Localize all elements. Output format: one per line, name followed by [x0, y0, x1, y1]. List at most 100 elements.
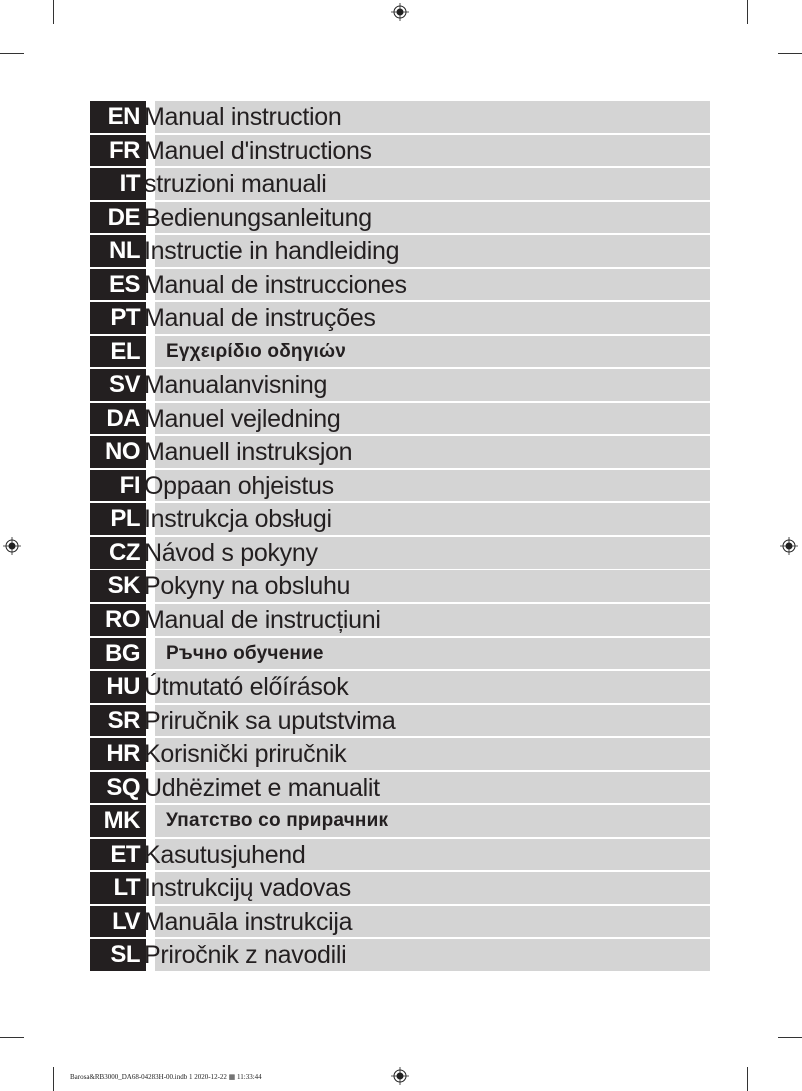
- manual-title: Kasutusjuhend: [144, 840, 306, 869]
- manual-title: Priručnik sa uputstvima: [144, 706, 396, 735]
- language-code-badge: HU: [90, 671, 146, 703]
- manual-title: Manual instruction: [144, 103, 342, 131]
- manual-title: Manual de instrucciones: [144, 270, 407, 299]
- language-code: RO: [105, 605, 141, 633]
- language-code-badge: EL: [90, 335, 146, 368]
- row-bar: [155, 738, 710, 770]
- language-code: SQ: [106, 773, 140, 801]
- row-bar: [155, 637, 710, 670]
- crop-mark: [0, 53, 24, 54]
- row-bar: [155, 905, 710, 938]
- language-code-badge: PT: [90, 302, 146, 334]
- manual-title: Manuell instruksjon: [144, 438, 353, 467]
- language-code: SK: [107, 572, 141, 600]
- language-code: MK: [103, 807, 141, 835]
- language-row-et: ET Kasutusjuhend: [90, 838, 710, 871]
- row-bar: [155, 704, 710, 737]
- language-code-badge: MK: [90, 805, 146, 837]
- language-code-badge: SQ: [90, 771, 146, 804]
- row-bar: [155, 503, 710, 535]
- manual-title: Instructie in handleiding: [144, 237, 400, 266]
- crop-mark: [0, 1037, 24, 1038]
- crop-mark: [778, 53, 802, 54]
- language-code: DA: [106, 404, 140, 432]
- language-code: SL: [110, 941, 140, 969]
- crop-mark: [53, 0, 54, 24]
- language-row-hr: HR Korisnički priručnik: [90, 738, 710, 770]
- row-bar: [155, 771, 710, 804]
- language-code: EN: [107, 103, 141, 130]
- manual-title: Instrukcja obsługi: [144, 505, 332, 534]
- manual-title: Udhëzimet e manualit: [144, 773, 380, 802]
- registration-mark-icon: [3, 537, 21, 555]
- language-code: DE: [107, 203, 141, 231]
- language-code-badge: CZ: [90, 536, 146, 569]
- language-row-it: IT struzioni manuali: [90, 168, 710, 200]
- language-code: BG: [105, 639, 141, 667]
- row-bar: [155, 536, 710, 569]
- language-code: FI: [119, 471, 141, 499]
- row-bar: [155, 939, 710, 971]
- crop-mark: [747, 0, 748, 24]
- crop-mark: [778, 1037, 802, 1038]
- registration-mark-icon: [391, 3, 409, 21]
- language-code: LV: [112, 907, 140, 935]
- registration-mark-icon: [391, 1067, 409, 1085]
- row-bar: [155, 570, 710, 603]
- language-row-hu: HU Útmutató előírások: [90, 671, 710, 703]
- row-bar: [155, 302, 710, 334]
- language-code: ET: [110, 840, 140, 868]
- language-code-badge: FR: [90, 134, 146, 167]
- language-row-mk: MK Упатство со прирачник: [90, 805, 710, 837]
- language-code: NO: [105, 438, 141, 466]
- language-code-badge: ET: [90, 838, 146, 871]
- manual-title: Návod s pokyny: [144, 538, 318, 567]
- language-code-badge: NL: [90, 235, 146, 267]
- row-bar: [155, 335, 710, 368]
- language-row-de: DE Bedienungsanleitung: [90, 201, 710, 234]
- language-row-sq: SQ Udhëzimet e manualit: [90, 771, 710, 804]
- language-row-en: EN Manual instruction: [90, 101, 710, 133]
- language-code: SV: [108, 371, 141, 399]
- manual-title: struzioni manuali: [144, 170, 327, 199]
- crop-mark: [747, 1067, 748, 1091]
- language-code: IT: [119, 170, 141, 198]
- language-row-sl: SL Priročnik z navodili: [90, 939, 710, 971]
- language-code: PL: [110, 505, 140, 533]
- language-row-ro: RO Manual de instrucțiuni: [90, 603, 710, 636]
- language-row-lv: LV Manuāla instrukcija: [90, 905, 710, 938]
- manual-title: Manuāla instrukcija: [144, 907, 353, 936]
- manual-title: Manuel d'instructions: [144, 136, 372, 165]
- language-row-da: DA Manuel vejledning: [90, 402, 710, 435]
- language-code-badge: SL: [90, 939, 146, 971]
- language-code-badge: RO: [90, 603, 146, 636]
- row-bar: [155, 369, 710, 401]
- language-code-badge: BG: [90, 637, 146, 670]
- row-bar: [155, 838, 710, 871]
- language-code: NL: [109, 237, 141, 265]
- language-row-no: NO Manuell instruksjon: [90, 436, 710, 468]
- language-code-badge: DA: [90, 402, 146, 435]
- row-bar: [155, 268, 710, 301]
- language-row-fr: FR Manuel d'instructions: [90, 134, 710, 167]
- language-code: LT: [113, 874, 140, 902]
- language-row-nl: NL Instructie in handleiding: [90, 235, 710, 267]
- row-bar: [155, 134, 710, 167]
- language-row-pt: PT Manual de instruções: [90, 302, 710, 334]
- manual-title: Manual de instrucțiuni: [144, 605, 381, 634]
- manual-title: Manualanvisning: [144, 371, 328, 400]
- language-code-badge: NO: [90, 436, 146, 468]
- language-row-pl: PL Instrukcja obsługi: [90, 503, 710, 535]
- language-row-sv: SV Manualanvisning: [90, 369, 710, 401]
- manual-title: Bedienungsanleitung: [144, 203, 372, 232]
- language-row-sk: SK Pokyny na obsluhu: [90, 570, 710, 603]
- language-code-badge: EN: [90, 101, 146, 133]
- language-code-badge: SK: [90, 570, 146, 603]
- language-code: ES: [108, 270, 141, 298]
- manual-title: Pokyny na obsluhu: [144, 572, 351, 601]
- language-row-cz: CZ Návod s pokyny: [90, 536, 710, 569]
- manual-title: Manual de instruções: [144, 304, 376, 333]
- language-code: CZ: [109, 538, 141, 566]
- language-row-fi: FI Oppaan ohjeistus: [90, 469, 710, 502]
- language-code-badge: SV: [90, 369, 146, 401]
